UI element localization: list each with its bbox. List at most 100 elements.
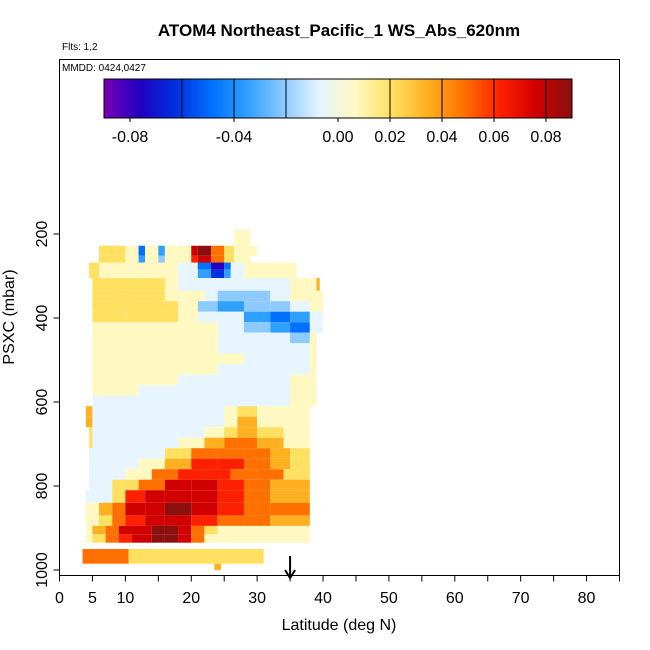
heatmap-cell — [243, 448, 271, 459]
heatmap-cell — [125, 262, 152, 270]
heatmap-cell — [125, 269, 152, 279]
heatmap-cell — [92, 364, 139, 375]
heatmap-cell — [99, 269, 113, 279]
heatmap-cell — [145, 490, 165, 503]
x-axis: 0 5 10 20 30 40 50 60 70 80 — [55, 575, 620, 607]
heatmap-cell — [243, 332, 271, 344]
heatmap-cell — [197, 269, 212, 279]
heatmap-cell — [217, 332, 244, 344]
heatmap-cell — [224, 245, 235, 256]
heatmap-cell — [125, 469, 152, 480]
heatmap-cell — [164, 448, 192, 459]
colorbar: -0.08 -0.04 0.00 0.02 0.04 0.06 0.08 — [103, 78, 573, 146]
y-axis: 200 400 600 800 1000 — [34, 221, 60, 588]
heatmap-cell — [125, 515, 146, 526]
heatmap-cell — [85, 502, 100, 516]
heatmap-cell — [217, 343, 244, 354]
y-tick-label: 400 — [34, 305, 51, 332]
heatmap-cell — [243, 343, 271, 354]
heatmap-cell — [309, 385, 317, 396]
heatmap-cell — [243, 301, 271, 312]
heatmap-cell — [145, 245, 159, 256]
heatmap-cell — [309, 395, 317, 407]
heatmap-cell — [250, 245, 258, 256]
x-tick-label: 70 — [512, 590, 530, 607]
heatmap-cell — [230, 269, 244, 279]
heatmap-cell — [214, 563, 221, 570]
colorbar-tick-label: 0.00 — [322, 129, 353, 146]
heatmap-cell — [309, 364, 317, 375]
x-tick-label: 0 — [55, 590, 64, 607]
x-tick-label: 5 — [88, 590, 97, 607]
heatmap-cell — [92, 427, 139, 438]
heatmap-cell — [309, 301, 324, 312]
heatmap-cell — [243, 515, 271, 526]
heatmap-cell — [237, 437, 258, 449]
heatmap-cell — [164, 515, 192, 526]
heatmap-cell — [178, 469, 205, 480]
heatmap-cell — [191, 525, 205, 535]
heatmap-cell — [191, 245, 198, 256]
heatmap-cell — [178, 353, 218, 365]
heatmap-cell — [145, 502, 165, 516]
heatmap-cell — [92, 374, 139, 386]
heatmap-cell — [89, 458, 139, 470]
heatmap-cell — [270, 278, 291, 291]
heatmap-cell — [92, 322, 139, 333]
colorbar-tick-label: 0.06 — [478, 129, 509, 146]
heatmap-cell — [125, 245, 139, 256]
heatmap-cell — [270, 290, 291, 302]
x-tick-label: 40 — [314, 590, 332, 607]
heatmap-cell — [138, 416, 179, 428]
heatmap-cell — [217, 525, 310, 535]
heatmap-cell — [234, 229, 251, 239]
y-axis-label: PSXC (mbar) — [1, 269, 18, 364]
heatmap-cell — [197, 262, 212, 270]
heatmap-cell — [191, 290, 205, 302]
heatmap-cell — [178, 301, 198, 312]
heatmap-cell — [224, 255, 235, 268]
arrow-head — [284, 569, 296, 580]
heatmap-cell — [290, 385, 310, 396]
chart-title: ATOM4 Northeast_Pacific_1 WS_Abs_620nm — [158, 21, 520, 40]
heatmap-cell — [178, 332, 218, 344]
heatmap-cell — [118, 534, 132, 543]
heatmap-cell — [309, 322, 324, 333]
heatmap-cell — [178, 278, 205, 291]
heatmap-cell — [243, 364, 271, 375]
heatmap-cell — [270, 301, 291, 312]
heatmap-cell — [204, 278, 218, 291]
heatmap-cell — [204, 469, 231, 480]
heatmap-cell — [99, 502, 113, 516]
heatmap-cell — [257, 437, 284, 449]
heatmap-cell — [290, 395, 310, 407]
heatmap-cell — [217, 364, 244, 375]
heatmap-cell — [211, 262, 225, 270]
heatmap-cell — [257, 406, 284, 417]
heatmap-cell — [191, 490, 218, 503]
heatmap-cell — [283, 437, 310, 449]
heatmap-cell — [224, 406, 238, 417]
heatmap-cell — [191, 458, 218, 470]
x-tick-label: 50 — [380, 590, 398, 607]
heatmap-cell — [316, 278, 320, 291]
heatmap-cell — [178, 322, 218, 333]
heatmap-cell — [283, 427, 310, 438]
flights-label: Flts: 1,2 — [62, 42, 98, 53]
heatmap-cell — [164, 255, 192, 268]
heatmap-cell — [178, 385, 218, 396]
heatmap-cell — [164, 502, 192, 516]
heatmap-cell — [89, 427, 93, 438]
heatmap-cell — [85, 534, 93, 543]
heatmap-cell — [178, 406, 205, 417]
heatmap-cell — [243, 385, 271, 396]
heatmap-cell — [118, 525, 132, 535]
heatmap-cell — [217, 385, 244, 396]
heatmap-cell — [191, 448, 218, 459]
heatmap-cell — [99, 255, 126, 268]
y-tick-label: 800 — [34, 473, 51, 500]
heatmap-cell — [92, 416, 139, 428]
heatmap-cell — [211, 245, 225, 256]
heatmap-cell — [131, 534, 152, 543]
